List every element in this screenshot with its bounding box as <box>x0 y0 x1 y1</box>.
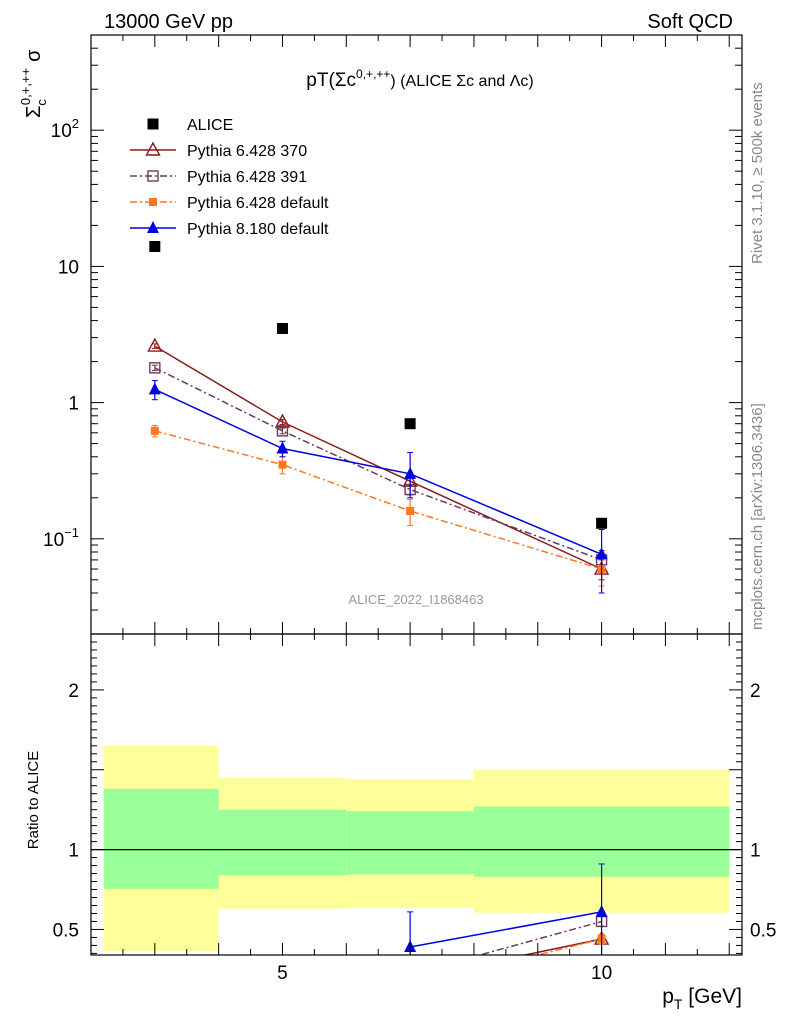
main-p8def <box>148 380 608 594</box>
legend-label: ALICE <box>187 117 233 134</box>
main-p370-point <box>274 413 291 428</box>
main-p391-point <box>276 425 289 437</box>
legend-marker <box>147 118 159 130</box>
legend-marker <box>147 221 159 233</box>
legend-item-p391: Pythia 6.428 391 <box>130 169 307 186</box>
legend-label: Pythia 6.428 391 <box>187 169 307 186</box>
main-p6def-point <box>150 426 159 435</box>
main-ytick-exp: −1 <box>64 525 79 540</box>
ratio-p8def <box>404 863 608 955</box>
legend-label: Pythia 6.428 370 <box>187 143 307 160</box>
ratio-ytick-label-left: 2 <box>68 681 79 702</box>
main-p6def <box>150 424 606 587</box>
ratio-ylabel: Ratio to ALICE <box>25 751 42 849</box>
ratio-p370-line <box>521 938 602 955</box>
legend-item-alice: ALICE <box>147 117 233 134</box>
main-title: pT(Σc0,+,++) (ALICE Σc and Λc) <box>306 67 533 91</box>
main-ylabel-main: Σ <box>23 106 45 118</box>
ratio-p370-point <box>404 972 417 984</box>
main-p8def-point <box>595 547 608 560</box>
xtick-label: 10 <box>591 963 612 984</box>
rivet-label: Rivet 3.1.10, ≥ 500k events <box>749 82 766 264</box>
legend-item-p6def: Pythia 6.428 default <box>130 195 329 212</box>
legend-item-p370: Pythia 6.428 370 <box>130 141 307 160</box>
ratio-p370 <box>404 930 610 984</box>
mcplots-label: mcplots.cern.ch [arXiv:1306.3436] <box>749 403 766 630</box>
main-ytick-base: 10 <box>58 257 79 278</box>
main-ylabel: Σc0,+,++ σ <box>18 49 49 118</box>
legend-marker <box>147 170 159 182</box>
main-p8def-point <box>148 382 161 395</box>
ratio-p391 <box>405 915 608 979</box>
main-ytick-base: 1 <box>68 394 79 415</box>
ratio-ytick-label-right: 1 <box>750 841 761 862</box>
main-title-main: pT(Σc <box>306 70 356 91</box>
main-p6def-point <box>278 460 287 469</box>
main-alice-point <box>596 517 608 529</box>
main-alice-point <box>149 240 161 252</box>
ratio-ytick-label-left: 1 <box>68 841 79 862</box>
ratio-band-green <box>346 811 474 875</box>
main-p6def-point <box>406 506 415 515</box>
ratio-p8def-line <box>409 911 602 948</box>
ratio-p6def-line <box>534 938 602 955</box>
main-title-sup: 0,+,++ <box>356 67 390 81</box>
ratio-frame <box>90 633 743 956</box>
main-series-layer <box>147 240 610 594</box>
main-p391-point <box>149 362 161 374</box>
main-p391-line <box>154 367 602 561</box>
ratio-series-layer <box>404 863 610 991</box>
ratio-ytick-label-right: 0.5 <box>750 920 776 941</box>
main-ytick-label: 10−1 <box>43 525 79 551</box>
main-alice-point <box>276 322 288 334</box>
main-ytick-base: 10 <box>43 530 64 551</box>
ratio-band-green <box>218 809 347 876</box>
ratio-ytick-label-left: 0.5 <box>53 920 79 941</box>
main-p370-point <box>147 337 163 352</box>
main-ylabel-sub: c <box>34 99 49 106</box>
main-alice-point <box>404 418 416 430</box>
main-p8def-point <box>276 441 289 454</box>
xlabel-rest: [GeV] <box>682 985 742 1008</box>
main-p370 <box>147 337 610 581</box>
legend-label: Pythia 8.180 default <box>187 221 329 238</box>
legend-marker <box>145 141 161 156</box>
main-ytick-label: 10 <box>58 257 79 278</box>
main-p8def-line <box>154 388 602 555</box>
watermark: ALICE_2022_I1868463 <box>348 592 483 607</box>
main-ylabel-sup: 0,+,++ <box>18 68 33 105</box>
legend-label: Pythia 6.428 default <box>187 195 329 212</box>
ratio-p391-point <box>405 969 415 979</box>
xlabel: pT [GeV] <box>662 985 742 1012</box>
header-right: Soft QCD <box>647 11 733 33</box>
ratio-ytick-label-right: 2 <box>750 681 761 702</box>
legend: ALICE Pythia 6.428 370 Pythia 6.428 391 Pyt… <box>130 117 329 238</box>
main-alice <box>149 240 608 529</box>
main-ytick-base: 10 <box>51 121 72 142</box>
ratio-p391-line <box>477 920 602 955</box>
main-ylabel-sigma: σ <box>23 49 45 62</box>
main-ytick-exp: 2 <box>72 116 79 131</box>
main-ytick-label: 102 <box>51 116 79 142</box>
legend-item-p8def: Pythia 8.180 default <box>130 221 329 238</box>
main-title-rest: ) (ALICE Σc and Λc) <box>390 73 533 90</box>
main-p8def-point <box>404 466 417 479</box>
legend-marker <box>149 198 157 206</box>
ratio-p6def-point <box>406 983 414 991</box>
xtick-label: 5 <box>277 963 288 984</box>
xlabel-sub: T <box>674 996 683 1012</box>
main-ytick-label: 1 <box>68 394 79 415</box>
main-p6def-line <box>154 430 602 570</box>
ratio-band-green <box>103 788 219 889</box>
xlabel-main: p <box>662 985 674 1008</box>
ratio-bands <box>103 745 730 952</box>
ratio-p8def-point <box>595 904 608 917</box>
header-left: 13000 GeV pp <box>104 11 233 33</box>
